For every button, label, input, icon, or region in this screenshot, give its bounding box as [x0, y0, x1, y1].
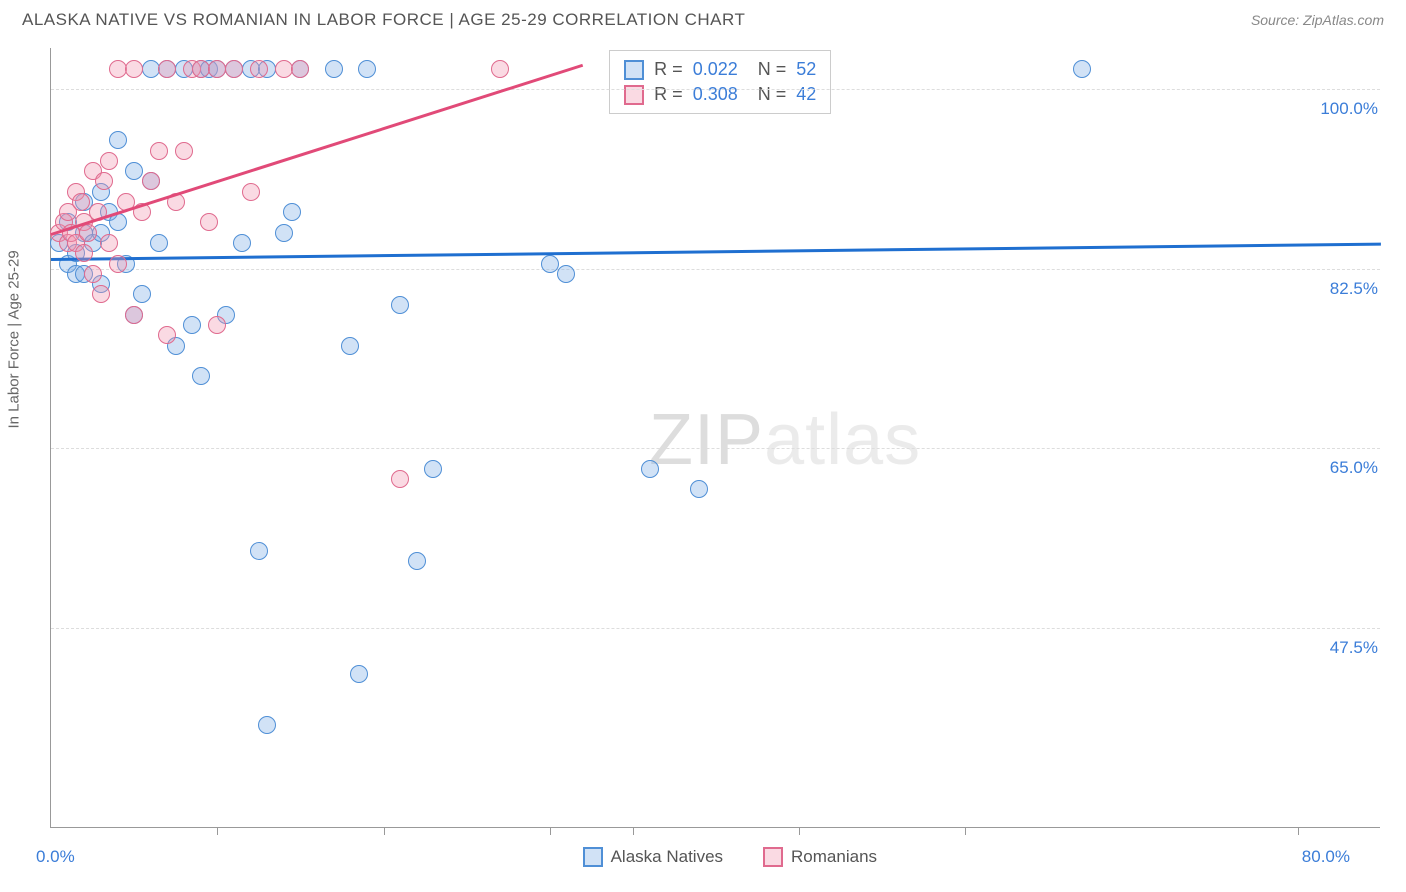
scatter-point [641, 460, 659, 478]
scatter-point [142, 60, 160, 78]
y-tick-label: 100.0% [1320, 99, 1384, 119]
gridline [51, 628, 1380, 629]
scatter-point [100, 152, 118, 170]
watermark: ZIPatlas [649, 399, 921, 481]
scatter-point [1073, 60, 1091, 78]
legend-swatch-1 [763, 847, 783, 867]
scatter-point [350, 665, 368, 683]
scatter-point [391, 296, 409, 314]
x-tick [799, 827, 800, 835]
scatter-point [341, 337, 359, 355]
scatter-point [158, 60, 176, 78]
scatter-point [491, 60, 509, 78]
scatter-point [100, 234, 118, 252]
gridline [51, 89, 1380, 90]
gridline [51, 448, 1380, 449]
scatter-point [92, 285, 110, 303]
x-axis-max-label: 80.0% [1302, 847, 1350, 867]
legend-label-0: Alaska Natives [611, 847, 723, 867]
scatter-point [133, 285, 151, 303]
x-tick [633, 827, 634, 835]
scatter-point [325, 60, 343, 78]
scatter-point [208, 60, 226, 78]
header: ALASKA NATIVE VS ROMANIAN IN LABOR FORCE… [0, 0, 1406, 36]
scatter-point [424, 460, 442, 478]
scatter-point [183, 316, 201, 334]
x-tick [217, 827, 218, 835]
scatter-point [283, 203, 301, 221]
r-value-1: 0.308 [693, 84, 738, 105]
scatter-point [225, 60, 243, 78]
scatter-point [109, 255, 127, 273]
scatter-point [250, 60, 268, 78]
scatter-point [690, 480, 708, 498]
x-tick [384, 827, 385, 835]
scatter-point [208, 316, 226, 334]
scatter-point [150, 234, 168, 252]
x-tick [550, 827, 551, 835]
scatter-point [258, 716, 276, 734]
x-tick [1298, 827, 1299, 835]
y-axis-title: In Labor Force | Age 25-29 [6, 250, 23, 428]
y-tick-label: 65.0% [1330, 458, 1384, 478]
chart-title: ALASKA NATIVE VS ROMANIAN IN LABOR FORCE… [22, 10, 745, 30]
scatter-point [408, 552, 426, 570]
scatter-point [541, 255, 559, 273]
scatter-point [150, 142, 168, 160]
legend-item-0: Alaska Natives [583, 847, 723, 867]
scatter-point [109, 131, 127, 149]
scatter-point [192, 60, 210, 78]
x-axis-min-label: 0.0% [36, 847, 75, 867]
legend-swatch-0 [583, 847, 603, 867]
scatter-point [75, 244, 93, 262]
n-value-0: 52 [796, 59, 816, 80]
scatter-point [192, 367, 210, 385]
scatter-point [557, 265, 575, 283]
scatter-point [84, 265, 102, 283]
legend-label-1: Romanians [791, 847, 877, 867]
scatter-point [109, 60, 127, 78]
gridline [51, 269, 1380, 270]
scatter-point [175, 142, 193, 160]
legend-item-1: Romanians [763, 847, 877, 867]
y-tick-label: 47.5% [1330, 638, 1384, 658]
stats-row-series-0: R = 0.022 N = 52 [624, 57, 816, 82]
n-value-1: 42 [796, 84, 816, 105]
scatter-point [72, 193, 90, 211]
scatter-point [275, 224, 293, 242]
x-tick [965, 827, 966, 835]
scatter-point [125, 162, 143, 180]
scatter-point [233, 234, 251, 252]
source-label: Source: ZipAtlas.com [1251, 12, 1384, 28]
stats-row-series-1: R = 0.308 N = 42 [624, 82, 816, 107]
scatter-point [125, 60, 143, 78]
scatter-point [275, 60, 293, 78]
scatter-point [125, 306, 143, 324]
scatter-point [391, 470, 409, 488]
swatch-series-1 [624, 85, 644, 105]
y-tick-label: 82.5% [1330, 279, 1384, 299]
scatter-point [242, 183, 260, 201]
swatch-series-0 [624, 60, 644, 80]
scatter-point [142, 172, 160, 190]
scatter-point [200, 213, 218, 231]
scatter-point [158, 326, 176, 344]
scatter-point [291, 60, 309, 78]
r-value-0: 0.022 [693, 59, 738, 80]
legend: Alaska Natives Romanians [583, 847, 877, 867]
scatter-point [358, 60, 376, 78]
stats-box: R = 0.022 N = 52 R = 0.308 N = 42 [609, 50, 831, 114]
scatter-point [250, 542, 268, 560]
scatter-point [95, 172, 113, 190]
scatter-chart: ZIPatlas R = 0.022 N = 52 R = 0.308 N = … [50, 48, 1380, 828]
